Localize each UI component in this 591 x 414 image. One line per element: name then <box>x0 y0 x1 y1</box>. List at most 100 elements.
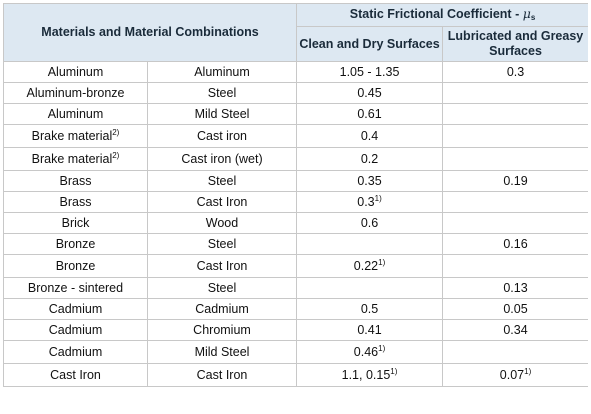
material-2-cell-value: Cast Iron <box>196 259 248 273</box>
material-2-cell: Steel <box>146 170 298 192</box>
lubricated-cell-value: 0.3 <box>506 65 525 79</box>
material-1-cell: Cadmium <box>3 319 148 341</box>
lubricated-cell-value: 0.34 <box>503 323 528 337</box>
material-1-cell-value: Brake material <box>31 152 113 166</box>
footnote-marker: 1) <box>390 367 398 376</box>
clean-dry-cell <box>296 233 444 255</box>
material-1-cell: Brass <box>3 191 148 213</box>
clean-dry-cell-value: 0.35 <box>357 174 382 188</box>
clean-dry-cell: 1.05 - 1.35 <box>296 61 444 83</box>
mu-subscript: s <box>530 12 536 22</box>
material-1-cell: Brick <box>3 212 148 234</box>
lubricated-cell-value: 0.16 <box>503 237 528 251</box>
material-2-cell: Wood <box>146 212 298 234</box>
lubricated-cell-value: 0.05 <box>503 302 528 316</box>
material-1-cell: Cast Iron <box>3 363 148 387</box>
material-2-cell: Cadmium <box>146 298 298 320</box>
material-2-cell: Steel <box>146 82 298 104</box>
clean-dry-cell-value: 0.3 <box>357 195 375 209</box>
table-row: Aluminum Mild Steel 0.61 <box>3 103 588 125</box>
material-1-cell-value: Aluminum-bronze <box>26 86 125 100</box>
coefficient-title: Static Frictional Coefficient - <box>349 6 523 21</box>
table-row: Cadmium Chromium 0.41 0.34 <box>3 319 588 341</box>
table-body: Aluminum Aluminum 1.05 - 1.35 0.3 Aluminum-b… <box>3 61 588 387</box>
clean-dry-cell-value: 1.1, 0.15 <box>341 368 391 382</box>
lubricated-cell-value: 0.13 <box>503 281 528 295</box>
lubricated-cell: 0.16 <box>442 233 588 255</box>
material-2-cell-value: Mild Steel <box>194 345 250 359</box>
material-2-cell: Cast iron (wet) <box>146 147 298 171</box>
material-2-cell-value: Mild Steel <box>194 107 250 121</box>
table-row: Aluminum-bronze Steel 0.45 <box>3 82 588 104</box>
lubricated-cell <box>442 340 588 364</box>
material-2-cell-value: Cadmium <box>195 302 249 316</box>
material-1-cell-value: Aluminum <box>47 65 104 79</box>
table-row: Brick Wood 0.6 <box>3 212 588 234</box>
friction-coefficient-table: Materials and Material Combinations Stat… <box>3 3 588 387</box>
clean-dry-cell-value: 0.61 <box>357 107 382 121</box>
material-2-cell-value: Steel <box>207 237 237 251</box>
clean-dry-cell: 0.45 <box>296 82 444 104</box>
material-1-cell: Bronze <box>3 254 148 278</box>
table-header: Materials and Material Combinations Stat… <box>3 3 588 62</box>
clean-dry-cell: 0.221) <box>296 254 444 278</box>
material-2-cell: Cast Iron <box>146 254 298 278</box>
material-1-cell-value: Brick <box>61 216 90 230</box>
table-row: Brake material2) Cast iron (wet) 0.2 <box>3 147 588 171</box>
clean-dry-cell-value: 0.45 <box>357 86 382 100</box>
friction-table-container: Materials and Material Combinations Stat… <box>3 3 588 411</box>
lubricated-header: Lubricated and Greasy Surfaces <box>442 26 588 62</box>
lubricated-cell <box>442 82 588 104</box>
lubricated-cell <box>442 254 588 278</box>
footnote-marker: 2) <box>112 151 120 160</box>
clean-dry-cell: 0.35 <box>296 170 444 192</box>
clean-dry-cell-value: 1.05 - 1.35 <box>339 65 400 79</box>
materials-header: Materials and Material Combinations <box>3 3 298 62</box>
lubricated-cell <box>442 212 588 234</box>
footnote-marker: 1) <box>378 344 386 353</box>
clean-dry-cell-value: 0.46 <box>353 345 379 359</box>
table-row: Cast Iron Cast Iron 1.1, 0.151) 0.071) <box>3 363 588 387</box>
material-1-cell-value: Aluminum <box>47 107 104 121</box>
material-1-cell: Brake material2) <box>3 147 148 171</box>
material-2-cell: Steel <box>146 277 298 299</box>
clean-dry-cell: 0.2 <box>296 147 444 171</box>
table-row: Cadmium Mild Steel 0.461) <box>3 340 588 364</box>
clean-dry-cell-value: 0.41 <box>357 323 382 337</box>
material-1-cell: Aluminum <box>3 103 148 125</box>
material-1-cell-value: Bronze - sintered <box>27 281 124 295</box>
material-1-cell: Bronze - sintered <box>3 277 148 299</box>
material-1-cell-value: Cadmium <box>48 302 103 316</box>
lubricated-cell <box>442 147 588 171</box>
clean-dry-cell-value: 0.4 <box>360 129 379 143</box>
material-2-cell-value: Chromium <box>193 323 251 337</box>
material-1-cell: Brake material2) <box>3 124 148 148</box>
lubricated-cell: 0.13 <box>442 277 588 299</box>
clean-dry-cell-value: 0.6 <box>360 216 379 230</box>
material-1-cell: Aluminum <box>3 61 148 83</box>
lubricated-cell-value: 0.19 <box>503 174 528 188</box>
lubricated-cell: 0.34 <box>442 319 588 341</box>
clean-dry-cell: 0.4 <box>296 124 444 148</box>
table-row: Bronze - sintered Steel 0.13 <box>3 277 588 299</box>
material-2-cell: Cast iron <box>146 124 298 148</box>
lubricated-cell <box>442 124 588 148</box>
material-2-cell-value: Steel <box>207 281 237 295</box>
material-2-cell: Mild Steel <box>146 103 298 125</box>
clean-dry-cell: 0.5 <box>296 298 444 320</box>
clean-dry-header: Clean and Dry Surfaces <box>296 26 444 62</box>
material-2-cell-value: Cast iron <box>196 129 248 143</box>
footnote-marker: 1) <box>378 258 386 267</box>
mu-symbol: μ <box>522 5 531 21</box>
material-2-cell: Cast Iron <box>146 191 298 213</box>
material-1-cell: Cadmium <box>3 298 148 320</box>
material-1-cell-value: Brass <box>59 174 92 188</box>
material-2-cell: Cast Iron <box>146 363 298 387</box>
material-1-cell-value: Brake material <box>31 129 113 143</box>
clean-dry-cell: 0.31) <box>296 191 444 213</box>
footnote-marker: 1) <box>374 194 382 203</box>
material-2-cell-value: Aluminum <box>194 65 250 79</box>
clean-dry-cell: 1.1, 0.151) <box>296 363 444 387</box>
clean-dry-cell: 0.6 <box>296 212 444 234</box>
material-2-cell-value: Cast Iron <box>196 195 248 209</box>
